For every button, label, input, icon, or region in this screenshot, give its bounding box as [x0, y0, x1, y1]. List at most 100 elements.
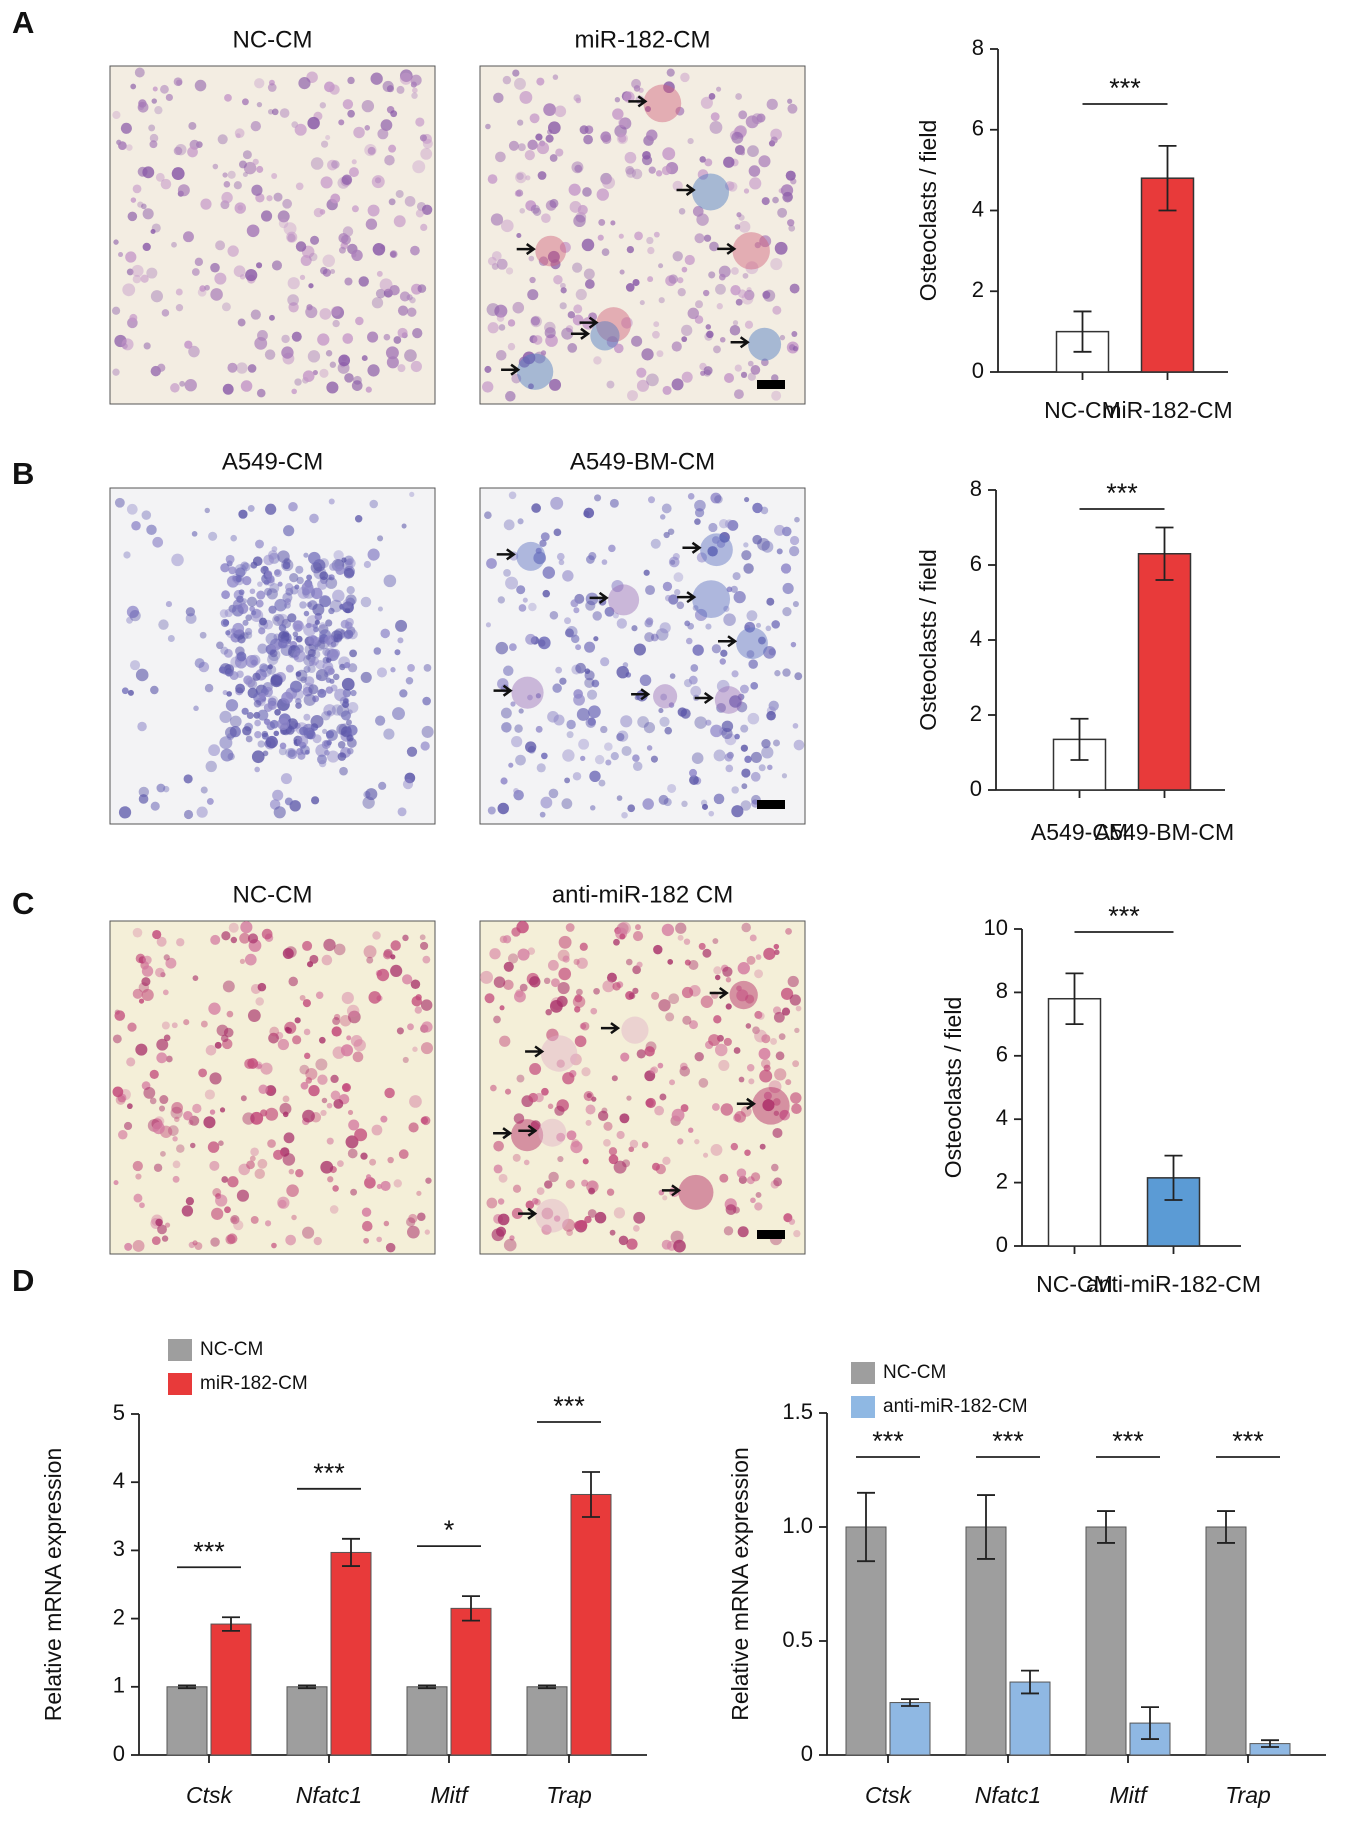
cell [576, 1219, 588, 1231]
cell [225, 699, 239, 712]
cell [641, 348, 654, 361]
cell [245, 735, 253, 743]
cell [650, 1066, 659, 1074]
cell [709, 241, 719, 252]
cell [351, 159, 357, 165]
cell [337, 741, 346, 749]
cell [750, 365, 761, 375]
cell [172, 1136, 178, 1142]
cell [416, 201, 426, 211]
cell [254, 730, 262, 739]
cell [211, 1207, 224, 1220]
cell [556, 1059, 565, 1068]
cell [160, 1150, 166, 1157]
cell [562, 749, 575, 762]
cell [388, 144, 397, 153]
cell [713, 1015, 722, 1024]
cell [318, 595, 332, 608]
cell [243, 675, 253, 685]
cell [542, 566, 556, 579]
cell [187, 146, 198, 158]
cell [549, 611, 559, 620]
cell [386, 85, 395, 93]
cell [756, 622, 762, 628]
cell [235, 576, 242, 583]
cell [699, 156, 706, 163]
cell [561, 798, 573, 810]
osteoclast [732, 232, 770, 270]
cell [723, 1226, 734, 1236]
cell [331, 704, 343, 716]
cell [694, 716, 707, 729]
osteoclast [692, 580, 731, 619]
cell [156, 783, 166, 793]
cell [344, 629, 354, 639]
cell [718, 1059, 730, 1071]
cell [529, 113, 540, 124]
cell [730, 1142, 739, 1151]
cell [758, 764, 766, 772]
cell [295, 182, 304, 191]
cell [155, 172, 165, 182]
cell [671, 1108, 685, 1122]
cell [267, 1139, 276, 1148]
cell [627, 804, 636, 813]
error-bar [1097, 1510, 1115, 1544]
cell [690, 664, 699, 672]
cell [273, 633, 281, 641]
cell [759, 235, 772, 248]
cell [135, 1043, 148, 1056]
cell [698, 942, 706, 950]
cell [160, 178, 172, 190]
cell [725, 1204, 737, 1215]
cell [650, 538, 661, 549]
cell [330, 268, 336, 274]
cell [407, 307, 417, 317]
cell [608, 1154, 619, 1165]
cell [501, 722, 512, 733]
cell [602, 176, 616, 190]
cell [129, 313, 138, 322]
cell [281, 334, 290, 344]
cell [133, 1193, 143, 1203]
cell [543, 977, 551, 985]
cell [388, 198, 396, 206]
cell [143, 342, 151, 350]
osteoclast [516, 353, 554, 390]
cell [734, 733, 740, 740]
cell [658, 297, 665, 304]
cell [206, 797, 214, 805]
cell [311, 661, 317, 667]
cell [312, 370, 318, 376]
cell [375, 288, 386, 299]
cell [210, 934, 221, 945]
cell [680, 1104, 689, 1112]
cell [355, 316, 364, 326]
cell [310, 235, 320, 245]
cell [351, 380, 363, 391]
cell [278, 639, 288, 649]
cell [555, 666, 563, 674]
cell [395, 619, 408, 632]
panel-label: B [12, 456, 34, 491]
cell [152, 536, 164, 548]
cell [380, 119, 393, 132]
cell [497, 1213, 510, 1226]
cell [235, 683, 246, 694]
cell [132, 927, 143, 938]
cell [734, 1111, 746, 1123]
cell [687, 307, 699, 320]
cell [122, 283, 136, 297]
cell [747, 372, 756, 381]
cell [570, 1053, 582, 1066]
cell [694, 1138, 700, 1145]
cell [516, 920, 529, 934]
cell [600, 657, 610, 667]
cell [661, 165, 672, 176]
cell [731, 805, 744, 818]
cell [736, 1168, 747, 1178]
cell [234, 128, 245, 138]
cell [499, 1005, 505, 1011]
cell [598, 779, 606, 787]
cell [323, 938, 336, 952]
